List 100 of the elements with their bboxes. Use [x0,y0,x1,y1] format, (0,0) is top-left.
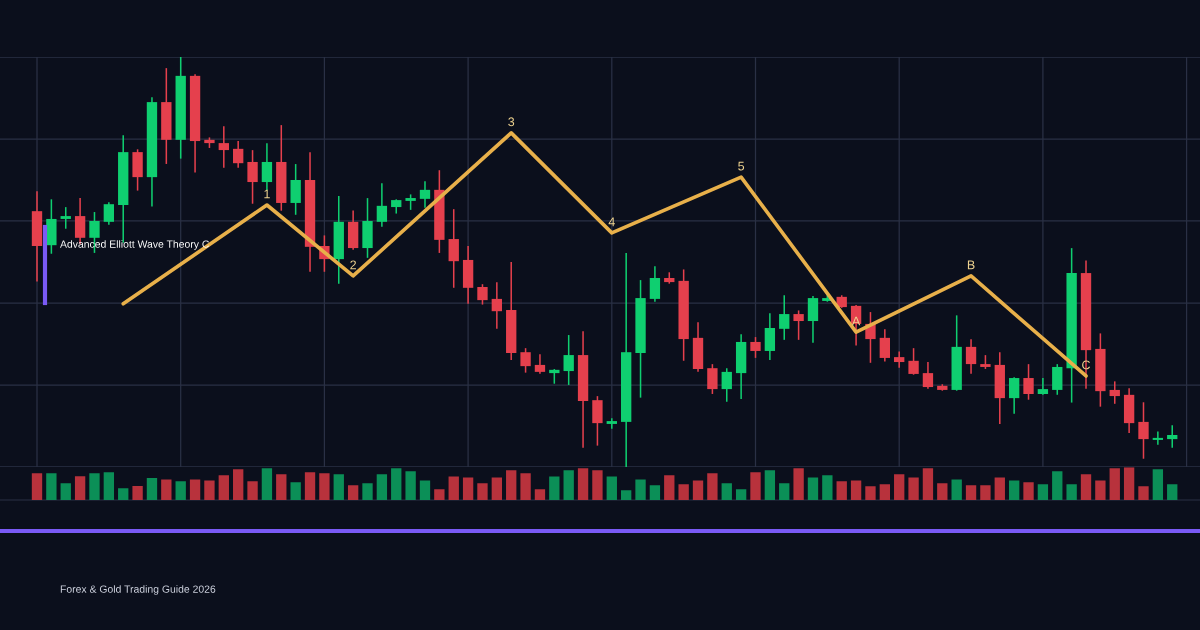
bar [563,470,574,500]
bar [994,477,1005,500]
bar [175,481,186,500]
candlestick [261,143,273,191]
bar [577,468,589,500]
annotation: A [851,316,861,326]
bar [908,477,919,500]
bar [132,485,143,500]
candlestick [649,266,661,302]
bar [419,480,431,500]
bar [1138,486,1149,500]
bar [606,476,617,500]
bar [621,490,632,500]
candlestick [779,295,790,340]
bar [678,484,689,500]
bar [1037,484,1049,500]
bar [304,472,316,500]
bar [1066,484,1077,500]
bar [347,485,359,500]
bar [649,485,661,500]
candlestick [908,348,919,375]
bar [807,477,819,500]
bar [980,485,991,500]
candlestick [520,348,531,373]
candlestick [1052,364,1063,395]
bar [103,472,115,500]
bar [448,476,459,500]
bar [74,476,86,500]
bar [1167,484,1178,500]
bar [735,489,747,500]
bar [391,468,402,500]
candlestick [764,313,776,360]
bar [692,480,704,500]
candlestick [534,354,546,374]
text: Forex & Gold Trading Guide 2026 [60,585,216,595]
bar [491,477,503,500]
candlestick [218,126,229,168]
annotation: B [967,260,975,270]
bar [793,468,804,500]
candlestick [879,329,890,362]
candlestick [290,164,301,215]
bar [836,481,847,500]
bar [1152,469,1164,500]
bar [405,471,416,500]
candlestick [247,150,258,204]
bar [276,474,287,500]
candlestick [1167,425,1178,448]
bar [664,475,675,500]
bar [189,479,201,500]
candlestick [750,337,761,358]
bar [592,470,603,500]
bar [549,476,560,500]
candlestick [233,141,244,168]
bar [1052,471,1063,500]
candlestick [1152,431,1164,445]
candlestick [707,364,718,394]
candlestick [477,284,488,305]
candlestick [376,183,388,227]
candlestick [491,282,503,329]
bar [764,470,776,500]
candlestick [103,202,115,225]
bar [779,483,790,500]
bar [850,480,862,500]
candlestick [606,418,617,429]
bar [247,481,258,500]
bar [635,479,646,500]
bar [520,473,531,500]
candlestick [1023,364,1034,400]
bar [721,483,732,500]
bar [118,488,129,500]
bar [161,479,172,500]
bar [965,485,977,500]
bar [89,473,100,500]
bar [31,473,43,500]
annotation: 2 [350,260,356,270]
annotation: 4 [608,217,615,227]
bar [60,483,71,500]
bar [290,482,301,500]
bar [1008,480,1020,500]
bar [1023,482,1034,500]
candlestick [419,181,431,208]
bar [894,474,905,500]
bar [233,469,244,500]
bar [865,486,876,500]
bar [376,474,388,500]
bar [707,473,718,500]
bar [218,475,229,500]
candlestick [1138,402,1149,459]
bar [362,483,373,500]
annotation: 5 [738,161,745,171]
bar [434,489,445,500]
bar [477,483,488,500]
candlestick [1037,378,1049,395]
bar [750,472,761,500]
bar [879,484,890,500]
candlestick [922,362,934,389]
candlestick [1008,377,1020,414]
bar [506,470,517,500]
bar [1095,480,1106,500]
candlestick [563,335,574,385]
